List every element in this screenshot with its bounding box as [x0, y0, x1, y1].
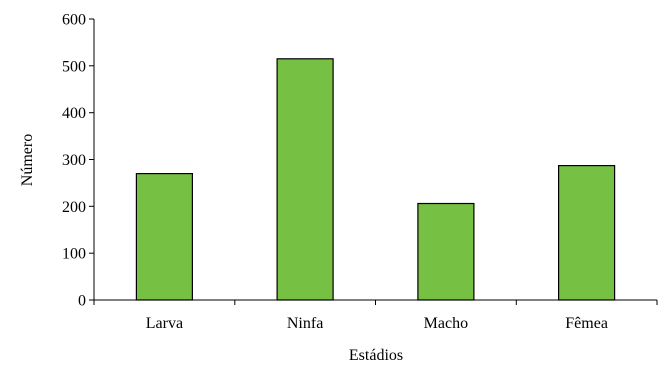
- y-tick-label: 400: [62, 105, 86, 122]
- bar-macho: [417, 202, 475, 301]
- bar-ninfa: [276, 58, 334, 301]
- y-tick-label: 200: [62, 199, 86, 216]
- x-tick-label: Ninfa: [287, 315, 323, 332]
- bar-larva: [135, 173, 193, 301]
- y-axis-title: Número: [19, 134, 36, 186]
- y-tick-label: 500: [62, 58, 86, 75]
- y-tick-label: 0: [78, 293, 86, 310]
- bars-group: [135, 58, 616, 301]
- x-tick-label: Macho: [424, 315, 468, 332]
- x-tick-label: Fêmea: [565, 315, 608, 332]
- x-tick-label: Larva: [146, 315, 183, 332]
- bar-fêmea: [557, 165, 616, 301]
- y-tick-label: 300: [62, 152, 86, 169]
- x-axis-title: Estádios: [349, 347, 403, 364]
- y-ticks-group: 0 100 200 300 400 500 600: [62, 12, 94, 310]
- y-tick-label: 100: [62, 246, 86, 263]
- y-tick-label: 600: [62, 12, 86, 29]
- x-ticks-group: Larva Ninfa Macho Fêmea: [93, 300, 658, 332]
